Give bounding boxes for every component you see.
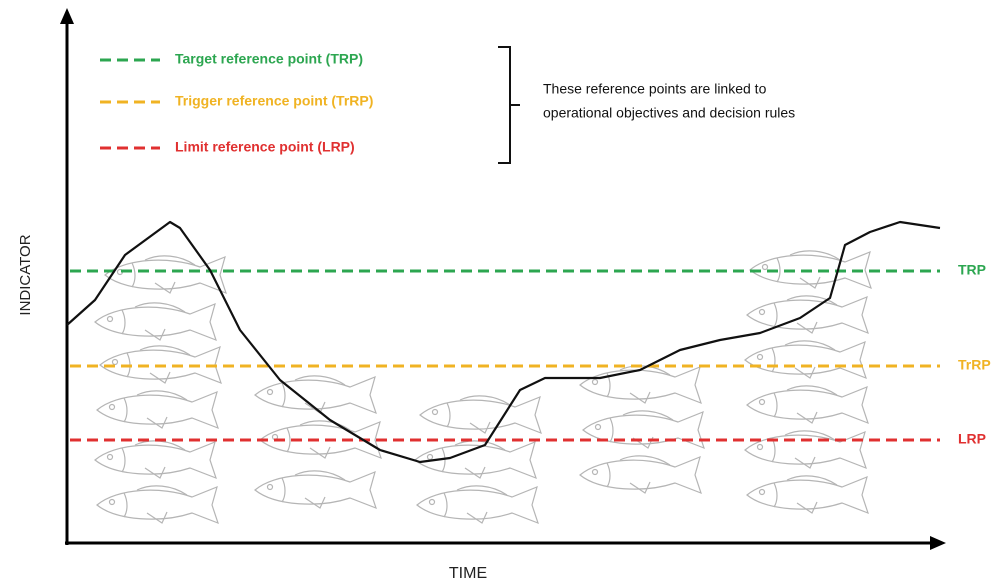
legend-label: Trigger reference point (TrRP): [175, 93, 373, 109]
legend: [100, 58, 160, 150]
line-label: TrRP: [958, 357, 991, 373]
line-label: LRP: [958, 431, 986, 447]
line-label: TRP: [958, 262, 986, 278]
legend-label: Limit reference point (LRP): [175, 139, 355, 155]
note-line: operational objectives and decision rule…: [543, 105, 795, 121]
x-axis-label: TIME: [449, 565, 487, 582]
legend-label: Target reference point (TRP): [175, 51, 363, 67]
fish-decoration: [94, 250, 872, 524]
y-axis-label: INDICATOR: [17, 234, 34, 315]
bracket: [498, 46, 520, 164]
reference-lines: [70, 269, 940, 442]
indicator-curve: [66, 220, 941, 464]
axes: [60, 8, 946, 550]
note-line: These reference points are linked to: [543, 81, 767, 97]
